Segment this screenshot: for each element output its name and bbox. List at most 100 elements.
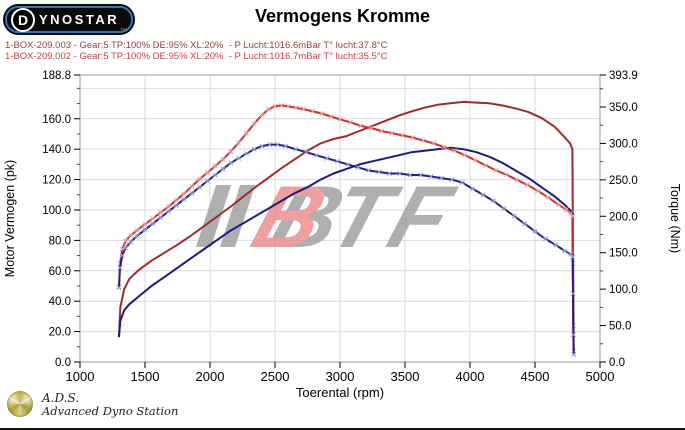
y-right-tick-label: 200.0 xyxy=(609,211,638,223)
x-marker xyxy=(251,146,257,152)
x-marker xyxy=(134,227,140,233)
y-left-tick-label: 20.0 xyxy=(49,327,71,339)
x-marker xyxy=(490,198,496,204)
curve-line xyxy=(118,146,575,351)
y-left-tick-label: 120.0 xyxy=(42,175,71,187)
x-marker xyxy=(272,103,278,109)
watermark-slash-icon xyxy=(196,185,232,247)
x-marker xyxy=(441,144,447,150)
x-marker xyxy=(228,148,234,154)
y-right-tick-label: 393.9 xyxy=(609,70,638,82)
x-marker xyxy=(150,215,156,222)
x-marker xyxy=(438,175,444,181)
dynostar-logo-inner: D YNOSTAR xyxy=(5,6,133,33)
x-marker xyxy=(555,202,561,208)
x-tick-label: 2500 xyxy=(261,369,290,384)
curve-torque xyxy=(116,102,577,354)
ads-footer: A.D.S. Advanced Dyno Station xyxy=(7,391,178,417)
x-marker xyxy=(524,182,530,188)
x-marker xyxy=(119,253,125,259)
x-marker xyxy=(503,172,509,178)
x-marker xyxy=(451,148,457,154)
x-marker xyxy=(303,149,309,155)
x-marker xyxy=(347,119,353,125)
x-tick-label: 4000 xyxy=(456,369,485,384)
x-marker xyxy=(259,112,265,118)
x-tick-label: 2000 xyxy=(196,369,225,384)
y-left-tick-label: 80.0 xyxy=(49,235,71,247)
x-marker xyxy=(571,351,577,357)
x-marker xyxy=(535,188,541,194)
x-marker xyxy=(462,152,468,158)
x-marker xyxy=(301,106,307,112)
x-tick-label: 5000 xyxy=(586,369,615,384)
x-marker xyxy=(324,155,330,161)
ads-turbine-icon xyxy=(7,391,33,417)
x-marker xyxy=(568,210,574,216)
y-right-tick-label: 350.0 xyxy=(609,102,638,114)
x-marker xyxy=(368,125,374,131)
x-marker xyxy=(251,121,257,127)
x-marker xyxy=(562,248,568,254)
x-marker xyxy=(418,172,424,178)
x-marker xyxy=(165,204,171,210)
x-marker xyxy=(553,242,559,248)
x-marker xyxy=(389,130,395,136)
y-right-tick-label: 150.0 xyxy=(609,248,638,260)
y-left-tick-label: 40.0 xyxy=(49,296,71,308)
legend-run-002: 1-BOX-209.002 - Gear:5 TP:100% DE:95% XL… xyxy=(5,51,388,62)
y-right-tick-label: 100.0 xyxy=(609,284,638,296)
x-marker xyxy=(293,105,299,111)
y-left-tick-label: 60.0 xyxy=(49,266,71,278)
x-marker xyxy=(459,180,465,186)
x-marker xyxy=(204,170,210,176)
x-marker xyxy=(319,110,325,117)
x-marker xyxy=(278,102,285,109)
x-marker xyxy=(220,166,226,172)
x-tick-label: 1500 xyxy=(131,369,160,384)
x-marker xyxy=(197,184,203,190)
x-marker xyxy=(514,177,520,183)
x-marker xyxy=(128,239,134,245)
x-marker xyxy=(431,140,437,146)
x-marker xyxy=(314,152,320,158)
ads-full-name: Advanced Dyno Station xyxy=(42,403,179,418)
ads-footer-text: A.D.S. Advanced Dyno Station xyxy=(42,391,179,418)
x-marker xyxy=(285,103,291,109)
x-marker xyxy=(259,143,265,149)
x-marker xyxy=(501,205,507,212)
x-marker xyxy=(570,332,577,338)
y-right-axis-title: Torque (Nm) xyxy=(668,184,682,253)
x-marker xyxy=(563,207,569,213)
x-marker xyxy=(122,245,129,251)
x-marker xyxy=(293,146,299,152)
left-axis: 0.0 20.0 40.0 60.0 80.0 100.0 120.0 140.0 160.0 1… xyxy=(42,70,80,369)
x-marker xyxy=(189,183,195,189)
x-marker xyxy=(386,170,392,177)
y-left-tick-label: 140.0 xyxy=(42,144,71,156)
x-marker xyxy=(116,284,122,291)
x-marker xyxy=(142,227,148,233)
x-marker xyxy=(376,169,382,175)
y-left-tick-label: 188.8 xyxy=(42,70,71,82)
dyno-curves xyxy=(116,100,577,357)
x-marker xyxy=(122,238,129,244)
x-marker xyxy=(158,215,164,221)
x-marker xyxy=(275,142,281,148)
x-marker xyxy=(212,172,218,178)
x-marker xyxy=(545,194,551,200)
right-axis: 0.0 50.0 100.0 150.0 200.0 250.0 300.0 350.0 393… xyxy=(600,70,638,369)
x-marker xyxy=(568,251,574,257)
x-marker xyxy=(334,158,340,164)
x-marker xyxy=(197,176,203,182)
x-marker xyxy=(449,177,455,183)
y-left-tick-label: 100.0 xyxy=(42,205,71,217)
x-marker xyxy=(570,213,576,219)
x-marker xyxy=(358,123,364,129)
x-marker xyxy=(345,161,351,167)
x-marker xyxy=(570,254,576,260)
x-marker xyxy=(470,186,476,192)
x-axis: 1000 1500 2000 2500 3000 3500 4000 4500 5000 xyxy=(66,362,615,384)
